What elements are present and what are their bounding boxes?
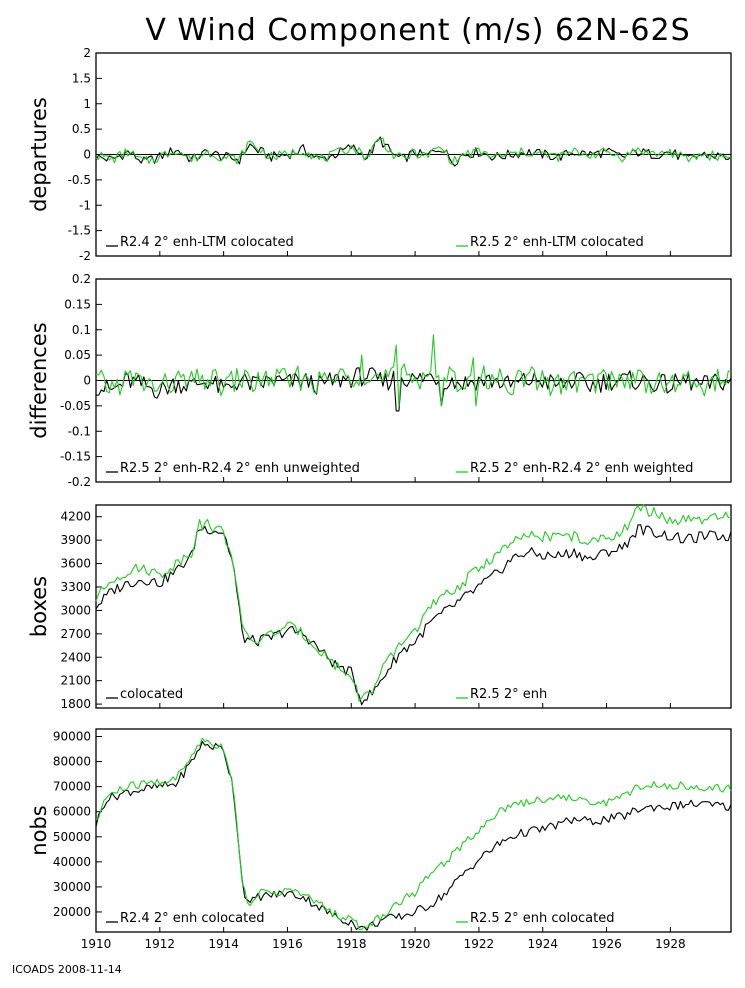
- legend-label-a: R2.4 2° enh-LTM colocated: [120, 235, 294, 250]
- x-tick-label: 1918: [336, 937, 367, 951]
- legend-label-b: R2.5 2° enh colocated: [470, 911, 614, 926]
- y-tick-label: 0.1: [72, 323, 91, 337]
- y-tick-label: 80000: [53, 755, 91, 769]
- series-b-line: [95, 137, 732, 166]
- y-tick-label: 2700: [60, 627, 91, 641]
- legend-label-a: R2.4 2° enh colocated: [120, 911, 264, 926]
- y-tick-label: -0.05: [60, 399, 91, 413]
- y-tick-label: -0.1: [68, 424, 91, 438]
- x-axis: 1910 1912 1914 1916 1918 1920 1922 1924 1926 1928: [81, 937, 686, 951]
- legend-label-b: R2.5 2° enh-LTM colocated: [470, 235, 644, 250]
- legend-label-a: R2.5 2° enh-R2.4 2° enh unweighted: [120, 461, 360, 476]
- y-axis-label: departures: [27, 97, 51, 212]
- y-tick-label: -1: [79, 198, 91, 212]
- y-tick-label: 3600: [60, 557, 91, 571]
- plot-frame: [95, 504, 732, 709]
- series-a-line: [95, 367, 732, 412]
- legend-label-b: R2.5 2° enh-R2.4 2° enh weighted: [470, 461, 693, 476]
- y-tick-label: 2100: [60, 674, 91, 688]
- plot-frame: [95, 728, 732, 933]
- y-tick-label: 3000: [60, 603, 91, 617]
- y-tick-label: 30000: [53, 880, 91, 894]
- panel-differences: -0.2 -0.15 -0.1 -0.05 0 0.05 0.1 0.15 0.2 differe…: [27, 272, 732, 489]
- y-tick-label: 1: [83, 97, 91, 111]
- x-tick-label: 1914: [208, 937, 239, 951]
- panel-departures: -2 -1.5 -1 -0.5 0 0.5 1 1.5 2 departures R2.4 2° e…: [27, 46, 732, 263]
- y-tick-label: 3300: [60, 580, 91, 594]
- y-tick-label: 1.5: [72, 71, 91, 85]
- y-tick-label: 3900: [60, 533, 91, 547]
- series-b-line: [95, 504, 732, 702]
- series-b-line: [95, 334, 732, 407]
- x-tick-label: 1922: [464, 937, 495, 951]
- y-tick-label: 0.15: [64, 297, 91, 311]
- y-tick-label: 1800: [60, 697, 91, 711]
- x-tick-label: 1920: [400, 937, 431, 951]
- y-tick-label: 0.05: [64, 348, 91, 362]
- y-tick-label: -0.15: [60, 450, 91, 464]
- y-tick-label: 2: [83, 46, 91, 60]
- y-axis-label: differences: [27, 322, 51, 438]
- legend-label-b: R2.5 2° enh: [470, 687, 547, 702]
- y-axis-label: nobs: [27, 805, 51, 855]
- y-tick-label: 0.2: [72, 272, 91, 286]
- y-tick-label: 0: [83, 148, 91, 162]
- y-tick-label: -2: [79, 249, 91, 263]
- series-a-line: [95, 740, 732, 931]
- y-tick-label: -0.2: [68, 475, 91, 489]
- y-tick-label: 0: [83, 374, 91, 388]
- panel-boxes: 1800 2100 2400 2700 3000 3300 3600 3900 4200 boxe…: [27, 504, 732, 711]
- y-tick-label: 2400: [60, 650, 91, 664]
- y-tick-label: 20000: [53, 905, 91, 919]
- series-a-line: [95, 524, 732, 706]
- x-tick-label: 1910: [81, 937, 112, 951]
- x-tick-label: 1926: [591, 937, 622, 951]
- series-b-line: [95, 737, 732, 931]
- y-tick-label: 40000: [53, 855, 91, 869]
- y-tick-label: 50000: [53, 830, 91, 844]
- chart-panels: -2 -1.5 -1 -0.5 0 0.5 1 1.5 2 departures R2.4 2° e…: [27, 46, 732, 933]
- y-tick-label: 70000: [53, 780, 91, 794]
- x-tick-label: 1928: [655, 937, 686, 951]
- y-tick-label: 60000: [53, 805, 91, 819]
- y-tick-label: 4200: [60, 510, 91, 524]
- chart-title: V Wind Component (m/s) 62N-62S: [145, 13, 690, 48]
- y-tick-label: 90000: [53, 730, 91, 744]
- y-tick-label: -1.5: [68, 224, 91, 238]
- legend-label-a: colocated: [120, 687, 183, 702]
- y-axis-label: boxes: [27, 576, 51, 637]
- y-tick-label: 0.5: [72, 122, 91, 136]
- x-tick-label: 1916: [272, 937, 303, 951]
- x-tick-label: 1912: [145, 937, 176, 951]
- footer-label: ICOADS 2008-11-14: [12, 963, 122, 976]
- panel-nobs: 20000 30000 40000 50000 60000 70000 80000 90000…: [27, 728, 732, 933]
- x-tick-label: 1924: [527, 937, 558, 951]
- y-tick-label: -0.5: [68, 173, 91, 187]
